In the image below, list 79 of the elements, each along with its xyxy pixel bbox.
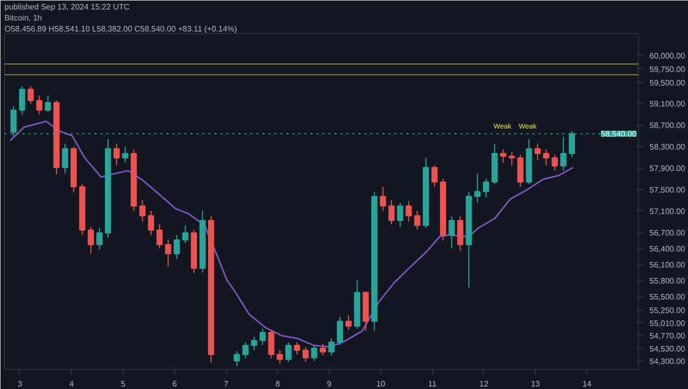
x-tick-label: 8 bbox=[275, 380, 280, 388]
candlestick bbox=[380, 186, 386, 212]
text: published Sep 13, 2024 15:22 UTC bbox=[4, 2, 130, 12]
x-tick-label: 12 bbox=[479, 380, 489, 388]
candlestick bbox=[320, 343, 326, 356]
candlestick bbox=[336, 316, 344, 346]
candlestick bbox=[148, 210, 154, 236]
candlestick bbox=[44, 95, 51, 112]
x-tick-label: 7 bbox=[224, 380, 229, 388]
y-tick-label: 59,100.00 bbox=[650, 100, 686, 109]
candlestick bbox=[397, 202, 404, 228]
candlestick bbox=[474, 172, 480, 204]
candlestick bbox=[285, 342, 292, 362]
ref-line-label: 58,540.00 bbox=[600, 130, 638, 139]
x-tick-label: 10 bbox=[376, 380, 386, 388]
candlestick bbox=[139, 200, 146, 222]
y-tick-label: 56,400.00 bbox=[650, 244, 686, 254]
candlestick bbox=[156, 224, 163, 249]
candlestick bbox=[508, 151, 515, 166]
y-tick-label: 57,500.00 bbox=[650, 185, 686, 194]
candlestick bbox=[500, 148, 506, 164]
candlestick bbox=[534, 143, 541, 160]
y-tick-label: 59,500.00 bbox=[650, 78, 686, 88]
chart-subtitle: O58,456.89 H58,541.10 L58,382.00 C58,540.00 +83.11 (+0.14%) bbox=[4, 24, 238, 34]
y-tick-label: 55,500.00 bbox=[650, 292, 686, 302]
candlestick bbox=[406, 200, 412, 222]
candlestick bbox=[242, 342, 249, 359]
candlestick bbox=[431, 164, 438, 188]
candlestick bbox=[114, 143, 120, 166]
y-tick-label: 59,750.00 bbox=[650, 64, 686, 74]
y-tick-label: 55,250.00 bbox=[650, 306, 686, 316]
candlestick bbox=[28, 86, 34, 104]
y-tick-label: 57,900.00 bbox=[650, 164, 686, 174]
candlestick bbox=[234, 350, 240, 367]
candlestick bbox=[276, 350, 283, 364]
y-tick-label: 56,700.00 bbox=[650, 228, 686, 238]
candlestick bbox=[294, 342, 300, 355]
y-tick-label: 54,530.00 bbox=[650, 344, 686, 354]
candlestick bbox=[345, 314, 352, 330]
candlestick bbox=[96, 228, 103, 250]
candlestick bbox=[19, 86, 26, 115]
chart-title: Bitcoin, 1h bbox=[4, 14, 42, 22]
y-tick-label: 55,800.00 bbox=[650, 276, 686, 286]
candlestick bbox=[311, 344, 318, 362]
x-tick-label: 9 bbox=[327, 380, 332, 388]
x-tick-label: 14 bbox=[582, 380, 592, 388]
y-tick-label: 54,770.00 bbox=[650, 332, 686, 341]
candlestick bbox=[165, 239, 172, 268]
y-tick-label: 60,000.00 bbox=[650, 51, 686, 60]
y-tick-label: 56,100.00 bbox=[650, 260, 686, 270]
candlestick bbox=[88, 226, 94, 254]
candlestick bbox=[62, 143, 68, 174]
y-tick-label: 58,300.00 bbox=[650, 142, 686, 152]
candlestick bbox=[268, 329, 274, 359]
x-tick-label: 11 bbox=[428, 380, 438, 388]
candlestick bbox=[414, 210, 420, 230]
candlestick bbox=[328, 338, 334, 356]
x-tick-label: 3 bbox=[18, 380, 23, 388]
candlestick bbox=[482, 178, 490, 198]
candlestick bbox=[122, 146, 128, 164]
candlestick bbox=[251, 336, 258, 351]
candlestick bbox=[552, 154, 558, 172]
candlestick bbox=[182, 224, 188, 244]
candlestick bbox=[543, 148, 550, 166]
candlestick bbox=[302, 346, 309, 362]
x-tick-label: 6 bbox=[172, 380, 178, 388]
y-tick-label: 55,010.00 bbox=[650, 318, 686, 328]
y-tick-label: 54,300.00 bbox=[650, 356, 686, 366]
candlestick bbox=[36, 95, 42, 115]
y-tick-label: 57,100.00 bbox=[650, 206, 686, 216]
candlestick bbox=[174, 234, 180, 260]
candlestick bbox=[448, 216, 455, 249]
candlestick bbox=[560, 136, 566, 172]
x-tick-label: 5 bbox=[120, 380, 126, 388]
y-tick-label: 58,700.00 bbox=[650, 121, 686, 130]
x-tick-label: 4 bbox=[69, 380, 74, 388]
x-tick-label: 13 bbox=[530, 380, 540, 388]
candlestick bbox=[260, 328, 266, 346]
candlestick bbox=[388, 200, 395, 225]
